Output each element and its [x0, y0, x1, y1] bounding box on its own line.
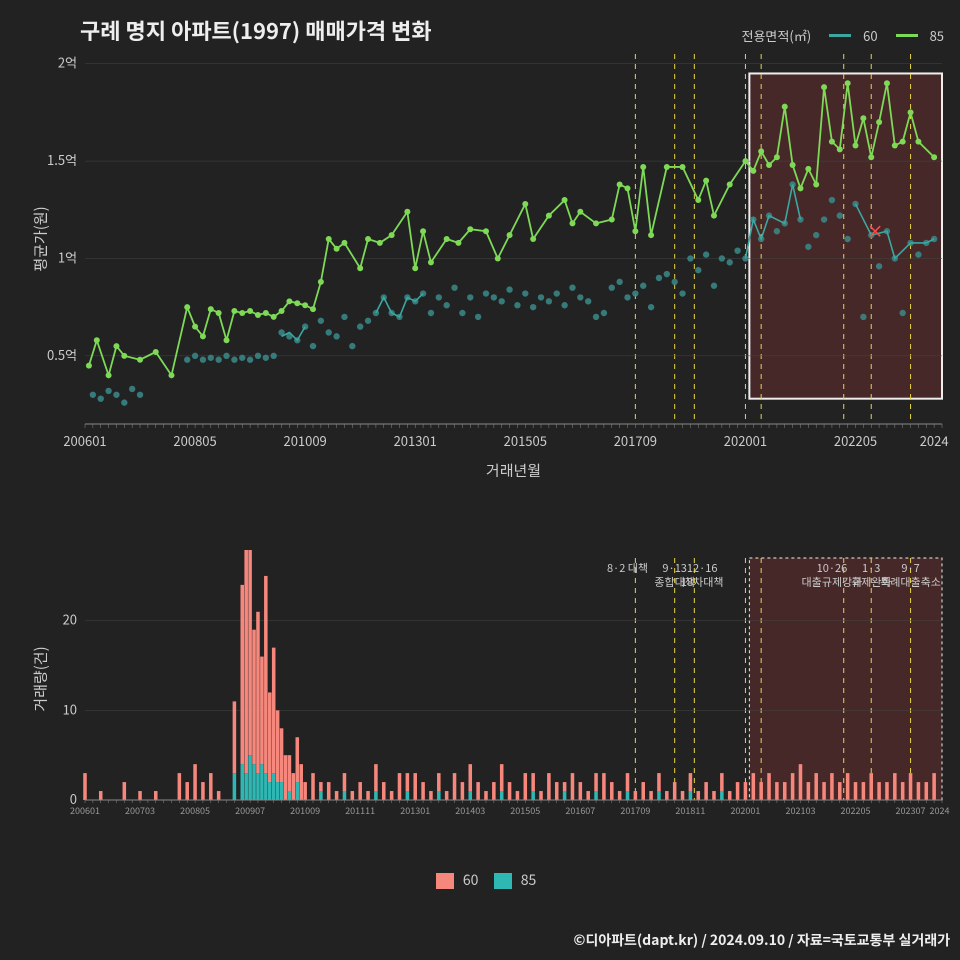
- svg-text:201709: 201709: [620, 804, 650, 817]
- legend-swatch-60: [829, 34, 851, 37]
- svg-text:201301: 201301: [394, 431, 437, 450]
- legend-name-60: 60: [463, 870, 479, 890]
- legend-bottom: 60 85: [0, 870, 960, 890]
- svg-text:202103: 202103: [785, 804, 815, 817]
- svg-text:201709: 201709: [614, 431, 657, 450]
- svg-text:0.5억: 0.5억: [47, 345, 77, 364]
- legend-top: 전용면적(㎡) 60 85: [741, 26, 944, 45]
- svg-text:201607: 201607: [565, 804, 595, 817]
- footer-credit: ©디아파트(dapt.kr) / 2024.09.10 / 자료=국토교통부 실…: [573, 930, 950, 950]
- legend-area-label: 전용면적(㎡): [741, 26, 811, 45]
- legend-box-85: [494, 873, 512, 889]
- svg-text:201505: 201505: [504, 431, 547, 450]
- svg-text:거래량(건): 거래량(건): [30, 646, 51, 711]
- svg-text:200601: 200601: [63, 431, 106, 450]
- svg-text:10: 10: [63, 699, 77, 718]
- legend-swatch-85: [896, 34, 918, 37]
- svg-text:201301: 201301: [400, 804, 430, 817]
- svg-text:201403: 201403: [455, 804, 485, 817]
- svg-text:20240: 20240: [930, 804, 950, 817]
- svg-text:1억: 1억: [58, 247, 77, 266]
- svg-text:18차대책: 18차대책: [681, 574, 724, 590]
- svg-text:200805: 200805: [180, 804, 210, 817]
- svg-text:8·2 대책: 8·2 대책: [607, 560, 648, 576]
- svg-text:200907: 200907: [235, 804, 265, 817]
- svg-text:20: 20: [63, 610, 77, 629]
- svg-text:2024: 2024: [920, 431, 949, 450]
- svg-text:201111: 201111: [345, 804, 375, 817]
- svg-text:201505: 201505: [510, 804, 540, 817]
- chart-title: 구례 명지 아파트(1997) 매매가격 변화: [80, 14, 432, 46]
- svg-text:202001: 202001: [730, 804, 760, 817]
- volume-chart: 8·2 대책9·13종합대책12·1618차대책10·26대출규제강화1·3규제…: [30, 550, 950, 840]
- legend-value-60: 60: [863, 26, 877, 45]
- svg-text:1.5억: 1.5억: [47, 150, 77, 169]
- svg-text:거래년월: 거래년월: [486, 460, 541, 481]
- legend-name-85: 85: [521, 870, 537, 890]
- svg-text:202307: 202307: [896, 804, 926, 817]
- svg-text:202205: 202205: [834, 431, 877, 450]
- svg-text:200703: 200703: [125, 804, 155, 817]
- svg-text:평균가(원): 평균가(원): [30, 206, 51, 271]
- svg-text:201009: 201009: [290, 804, 320, 817]
- svg-text:202001: 202001: [724, 431, 767, 450]
- price-chart: 0.5억 1억 1.5억 2억 200601 200805 201009 201301 2015…: [30, 44, 950, 494]
- legend-box-60: [436, 873, 454, 889]
- svg-text:200805: 200805: [173, 431, 216, 450]
- svg-text:201009: 201009: [283, 431, 326, 450]
- svg-text:201811: 201811: [675, 804, 705, 817]
- svg-text:200601: 200601: [70, 804, 100, 817]
- svg-text:특례대출축소: 특례대출축소: [880, 574, 941, 590]
- legend-value-85: 85: [930, 26, 944, 45]
- svg-text:202205: 202205: [841, 804, 871, 817]
- svg-text:2억: 2억: [58, 53, 77, 72]
